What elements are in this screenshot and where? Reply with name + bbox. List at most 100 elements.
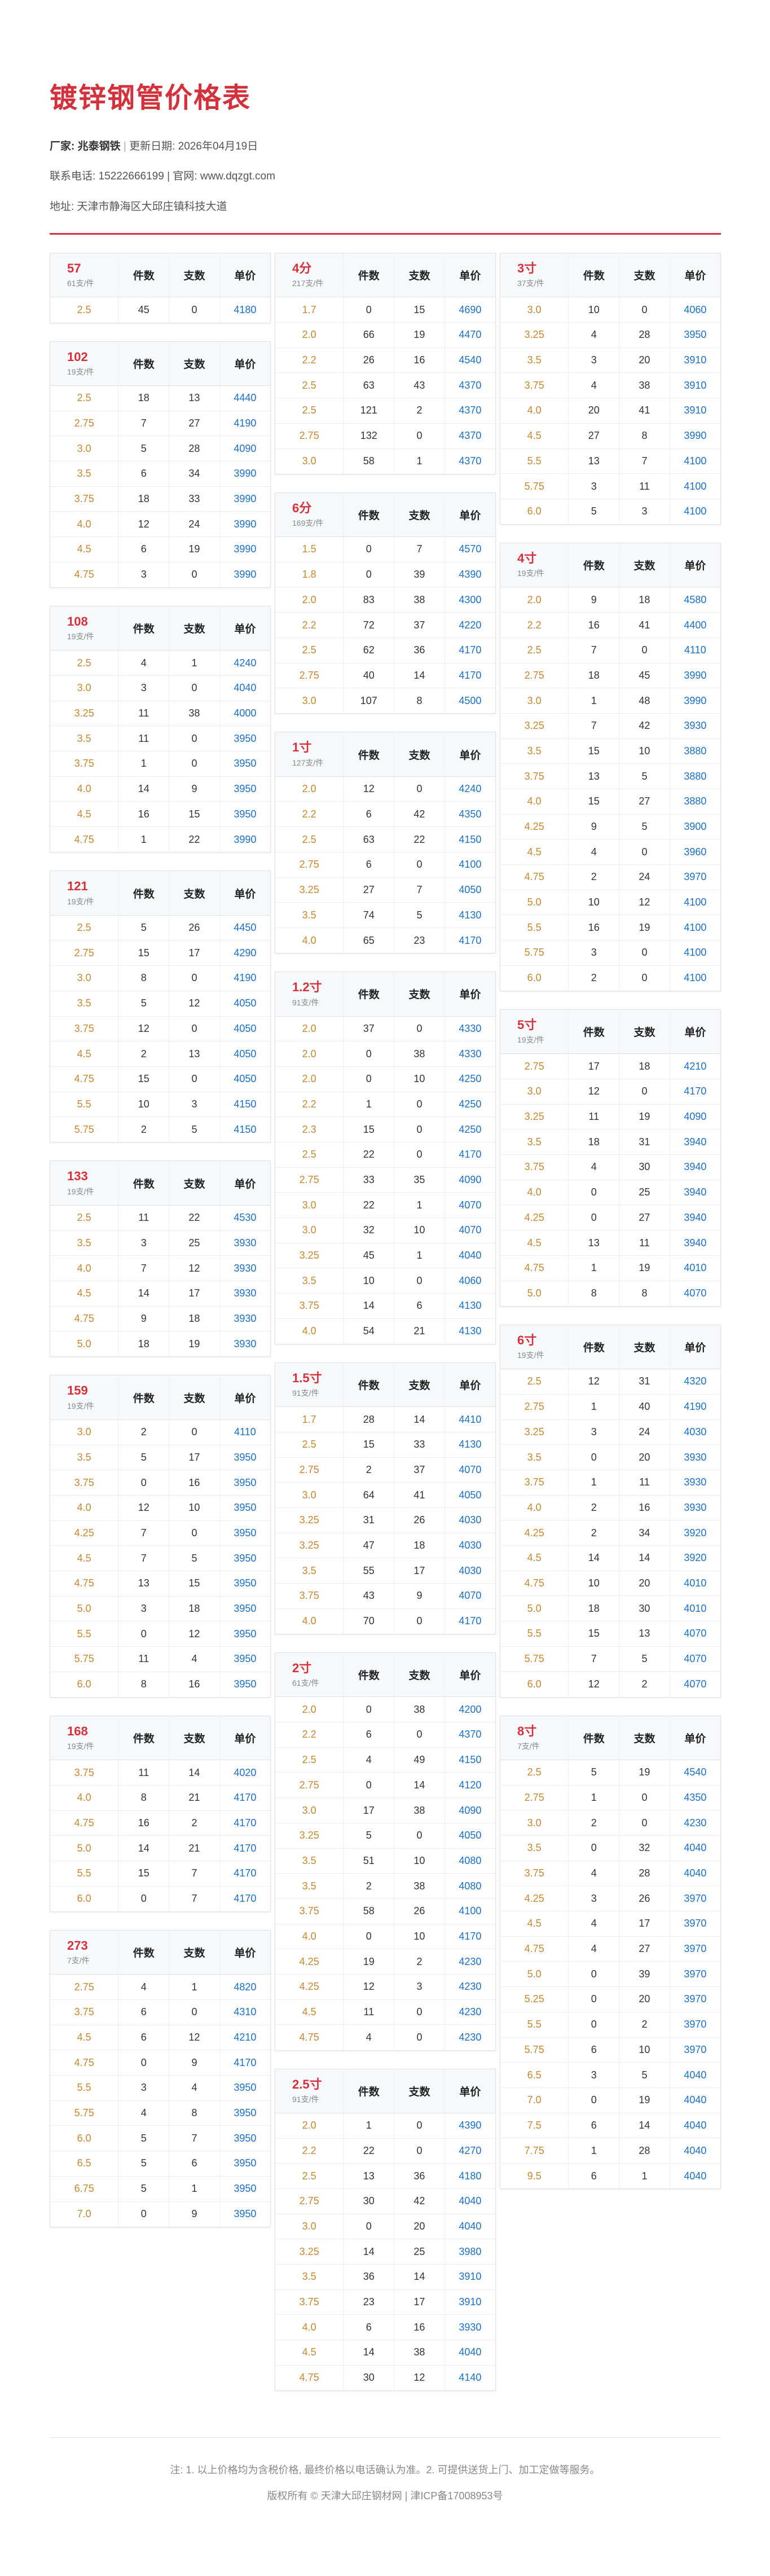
count-cell: 1 bbox=[343, 2113, 395, 2139]
table-row: 4.0 8 21 4170 bbox=[50, 1785, 270, 1811]
pcs-cell: 28 bbox=[169, 436, 220, 462]
pcs-cell: 0 bbox=[394, 1268, 445, 1294]
table-row: 3.5 0 20 3930 bbox=[500, 1444, 720, 1470]
pcs-cell: 14 bbox=[394, 1772, 445, 1799]
thickness-cell: 3.5 bbox=[50, 726, 119, 752]
thickness-cell: 3.75 bbox=[275, 1293, 344, 1319]
count-cell: 14 bbox=[118, 1281, 170, 1307]
count-header: 件数 bbox=[118, 341, 170, 386]
update-date: 更新日期: 2026年04月19日 bbox=[129, 140, 258, 152]
thickness-cell: 4.0 bbox=[275, 1608, 344, 1634]
pcs-cell: 28 bbox=[619, 1861, 670, 1887]
pcs-cell: 31 bbox=[619, 1129, 670, 1155]
table-row: 2.75 18 45 3990 bbox=[500, 663, 720, 689]
price-table: 2.5寸 91支/件 件数 支数 单价 2.0 1 0 4390 2.2 22 0 4270 2.5 13 3… bbox=[275, 2069, 495, 2390]
pcs-cell: 0 bbox=[169, 675, 220, 701]
table-row: 5.75 11 4 3950 bbox=[50, 1646, 270, 1672]
size-header: 108 19支/件 bbox=[50, 606, 119, 651]
thickness-cell: 5.0 bbox=[500, 1281, 569, 1306]
thickness-cell: 2.75 bbox=[275, 2188, 344, 2214]
table-row: 2.5 4 49 4150 bbox=[275, 1747, 495, 1773]
table-row: 2.75 40 14 4170 bbox=[275, 663, 495, 689]
count-cell: 0 bbox=[343, 562, 395, 588]
count-cell: 65 bbox=[343, 927, 395, 953]
page-title: 镀锌钢管价格表 bbox=[50, 83, 252, 113]
header-divider bbox=[50, 233, 721, 235]
pcs-cell: 13 bbox=[169, 1041, 220, 1067]
table-row: 4.5 11 0 4230 bbox=[275, 1999, 495, 2025]
thickness-cell: 4.0 bbox=[275, 927, 344, 953]
pcs-header: 支数 bbox=[169, 1930, 220, 1975]
table-row: 3.75 23 17 3910 bbox=[275, 2289, 495, 2315]
size-header: 133 19支/件 bbox=[50, 1161, 119, 1206]
size-header: 1寸 127支/件 bbox=[275, 732, 344, 777]
price-cell: 4110 bbox=[670, 638, 720, 663]
price-cell: 4820 bbox=[219, 1974, 270, 2000]
pcs-cell: 0 bbox=[394, 776, 445, 802]
price-cell: 3930 bbox=[219, 1281, 270, 1307]
pcs-cell: 17 bbox=[394, 2289, 445, 2315]
count-cell: 6 bbox=[343, 1722, 395, 1748]
price-cell: 4060 bbox=[670, 297, 720, 323]
count-cell: 63 bbox=[343, 372, 395, 399]
pcs-cell: 22 bbox=[394, 827, 445, 852]
count-cell: 13 bbox=[568, 449, 620, 474]
pcs-cell: 19 bbox=[619, 2087, 670, 2113]
price-cell: 4330 bbox=[445, 1016, 495, 1042]
thickness-cell: 2.5 bbox=[275, 827, 344, 852]
table-header-row: 133 19支/件 件数 支数 单价 bbox=[50, 1161, 270, 1206]
thickness-cell: 2.75 bbox=[275, 423, 344, 449]
table-row: 5.0 8 8 4070 bbox=[500, 1281, 720, 1306]
pcs-cell: 10 bbox=[394, 1217, 445, 1243]
thickness-cell: 2.2 bbox=[275, 612, 344, 638]
pcs-cell: 0 bbox=[394, 1823, 445, 1849]
thickness-cell: 2.75 bbox=[275, 1167, 344, 1193]
count-header: 件数 bbox=[118, 253, 170, 298]
price-cell: 4440 bbox=[219, 385, 270, 411]
price-cell: 4100 bbox=[670, 890, 720, 916]
price-cell: 4050 bbox=[219, 1066, 270, 1092]
table-row: 3.75 1 0 3950 bbox=[50, 751, 270, 777]
price-cell: 3930 bbox=[670, 1495, 720, 1521]
size-header: 1.5寸 91支/件 bbox=[275, 1362, 344, 1408]
pcs-cell: 18 bbox=[619, 587, 670, 613]
price-cell: 3950 bbox=[219, 2151, 270, 2177]
pcs-cell: 15 bbox=[394, 297, 445, 323]
table-row: 3.75 13 5 3880 bbox=[500, 763, 720, 789]
price-cell: 4030 bbox=[445, 1507, 495, 1533]
count-cell: 8 bbox=[118, 1672, 170, 1697]
table-header-row: 102 19支/件 件数 支数 单价 bbox=[50, 341, 270, 386]
pcs-cell: 10 bbox=[169, 1495, 220, 1521]
price-cell: 4370 bbox=[445, 372, 495, 399]
count-cell: 5 bbox=[118, 2176, 170, 2202]
table-row: 2.5 15 33 4130 bbox=[275, 1432, 495, 1458]
pcs-cell: 33 bbox=[169, 486, 220, 512]
pcs-header: 支数 bbox=[394, 493, 445, 538]
price-cell: 4130 bbox=[459, 1325, 482, 1337]
pcs-cell: 10 bbox=[394, 1066, 445, 1092]
pcs-cell: 11 bbox=[619, 473, 670, 499]
pcs-cell: 25 bbox=[394, 2239, 445, 2265]
table-row: 5.0 14 21 4170 bbox=[50, 1835, 270, 1862]
price-cell: 3950 bbox=[670, 322, 720, 348]
table-row: 3.75 58 26 4100 bbox=[275, 1898, 495, 1924]
count-cell: 15 bbox=[343, 1432, 395, 1458]
pcs-cell: 12 bbox=[394, 2365, 445, 2390]
count-cell: 4 bbox=[118, 1974, 170, 2000]
table-row: 3.0 3 0 4040 bbox=[50, 675, 270, 701]
price-cell: 3950 bbox=[219, 776, 270, 802]
pcs-cell: 0 bbox=[619, 839, 670, 865]
count-cell: 9 bbox=[568, 814, 620, 840]
thickness-cell: 5.5 bbox=[500, 449, 569, 474]
price-cell: 4150 bbox=[445, 1747, 495, 1773]
count-cell: 22 bbox=[343, 1192, 395, 1218]
table-row: 2.2 72 37 4220 bbox=[275, 612, 495, 638]
count-cell: 2 bbox=[568, 1810, 620, 1836]
pcs-cell: 38 bbox=[394, 2340, 445, 2366]
thickness-cell: 3.0 bbox=[500, 297, 569, 323]
thickness-cell: 2.5 bbox=[500, 638, 569, 663]
pieces-per-bundle: 7支/件 bbox=[67, 1956, 90, 1966]
table-row: 1.7 0 15 4690 bbox=[275, 297, 495, 323]
count-cell: 0 bbox=[118, 1886, 170, 1911]
thickness-cell: 3.75 bbox=[50, 486, 119, 512]
